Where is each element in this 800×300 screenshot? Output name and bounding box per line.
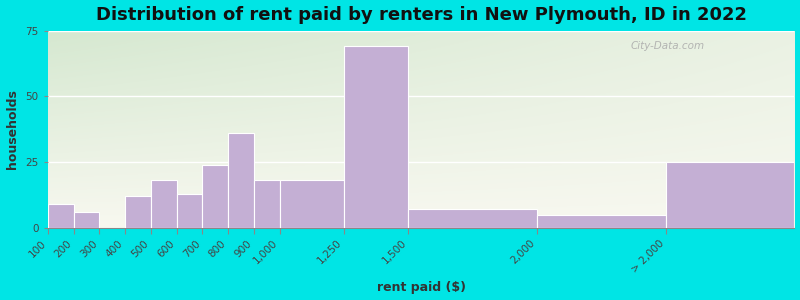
Bar (202, 165, 228, 228)
Bar (408, 209, 537, 228)
Bar (125, 196, 150, 228)
Bar (279, 180, 344, 228)
Bar (48, 204, 74, 228)
Bar (228, 133, 254, 228)
Bar (254, 180, 279, 228)
Text: City-Data.com: City-Data.com (630, 40, 704, 50)
Bar (177, 194, 202, 228)
Bar (666, 162, 794, 228)
Bar (537, 214, 666, 228)
Bar (344, 46, 408, 228)
Title: Distribution of rent paid by renters in New Plymouth, ID in 2022: Distribution of rent paid by renters in … (96, 6, 746, 24)
Bar (74, 212, 99, 228)
Bar (150, 180, 177, 228)
X-axis label: rent paid ($): rent paid ($) (377, 281, 466, 294)
Y-axis label: households: households (6, 89, 18, 169)
